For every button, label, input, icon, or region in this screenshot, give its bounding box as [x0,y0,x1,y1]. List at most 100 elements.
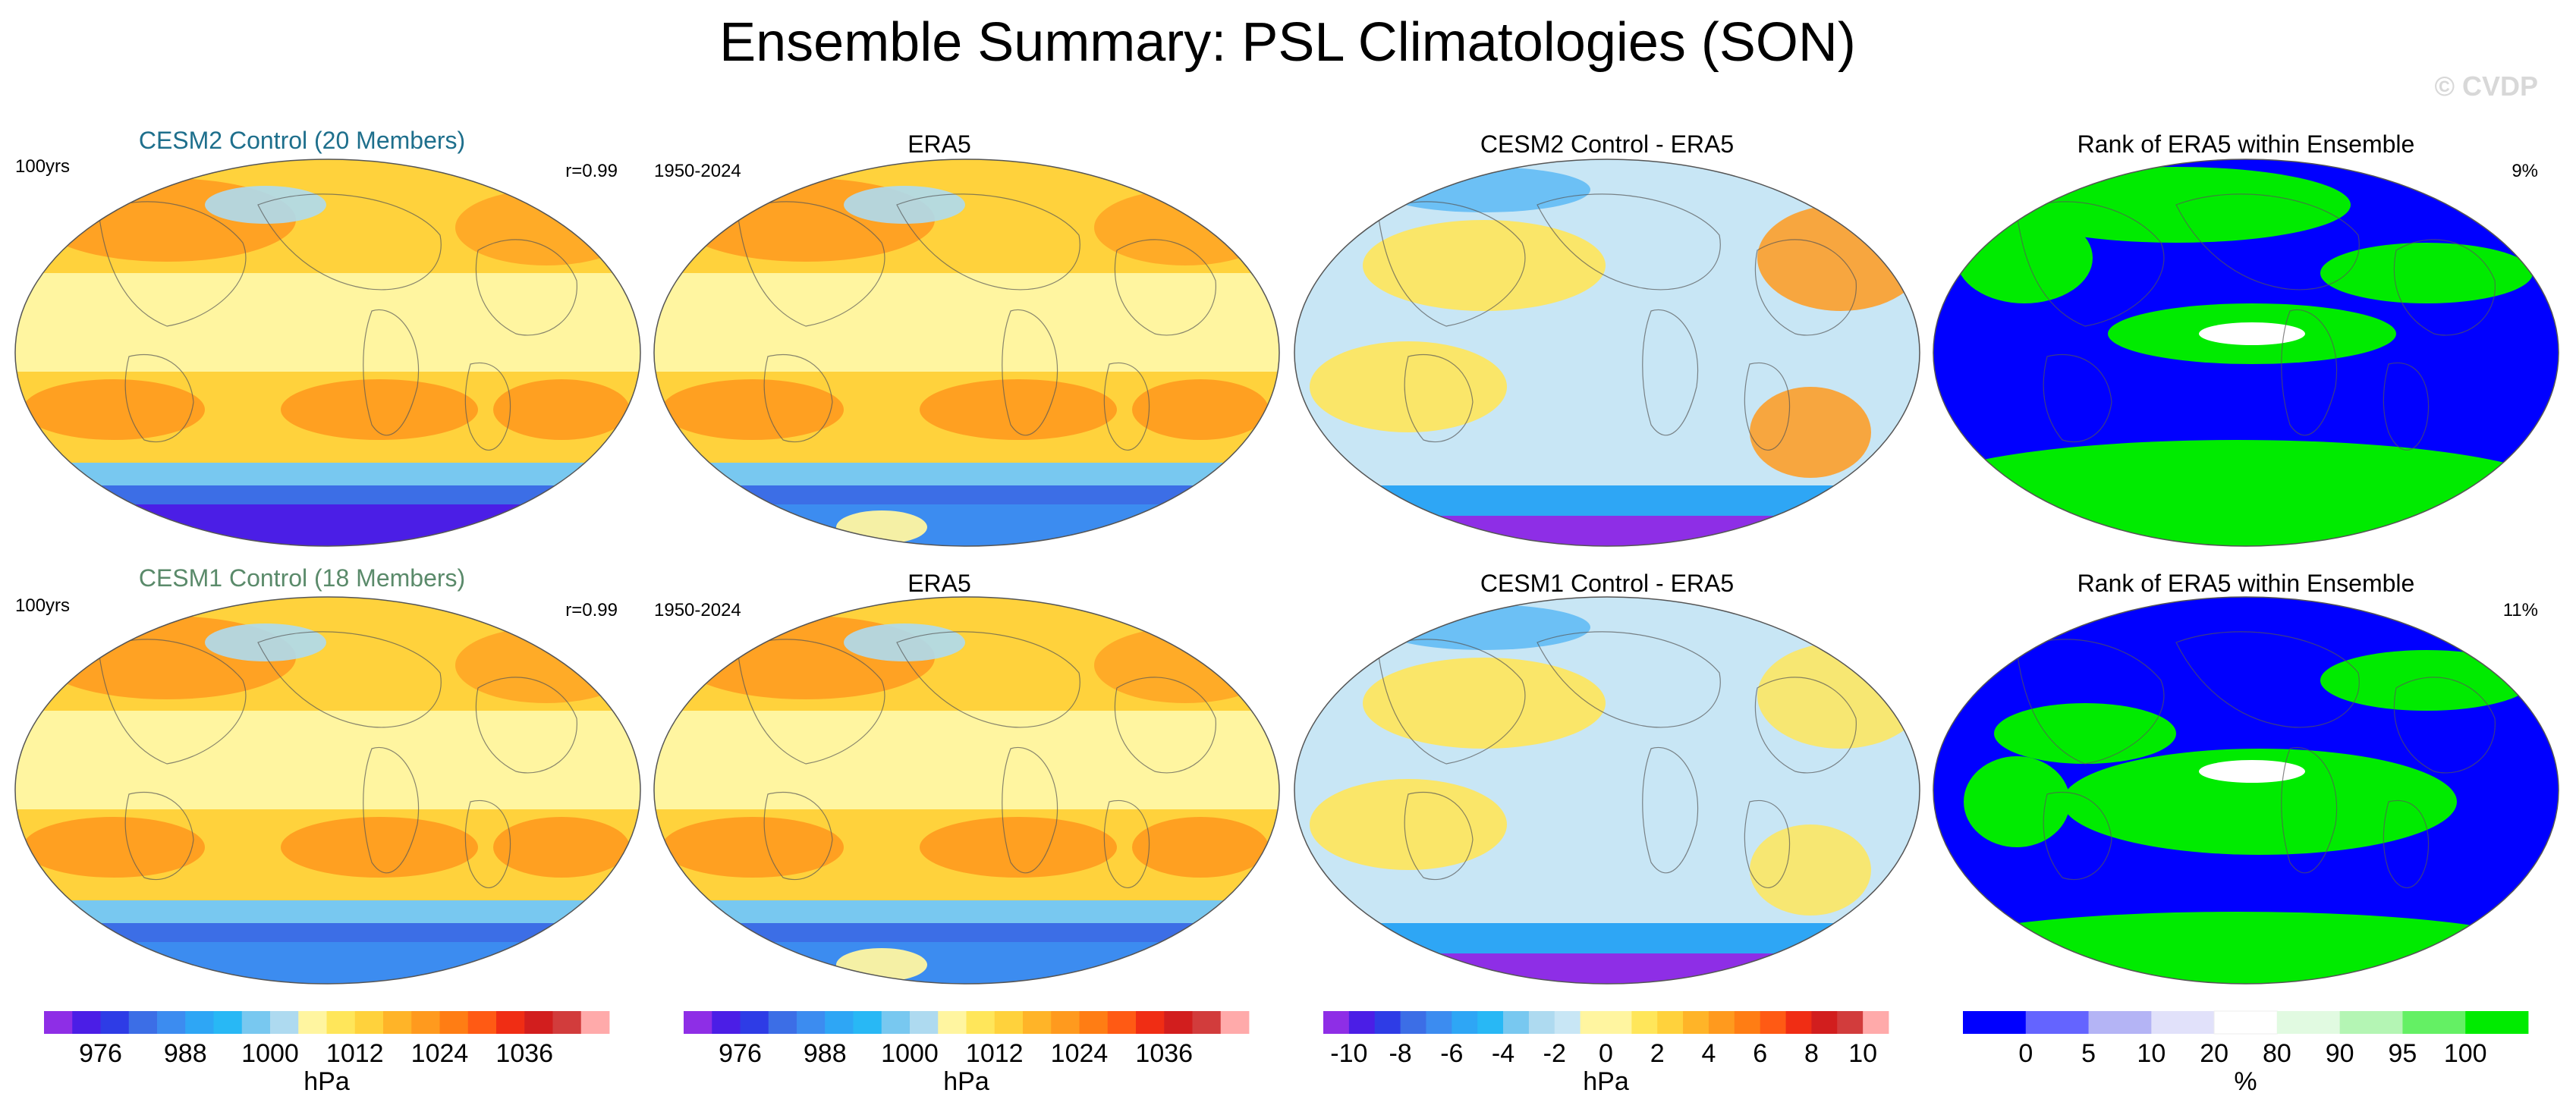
colorbar-rank: 0 5 10 20 80 90 95 100% [1963,1010,2529,1096]
indian-anomaly [1310,779,1507,870]
row1-rank-percent: 9% [2512,161,2538,181]
colorbar-tick-label: 1012 [326,1039,384,1068]
colorbar-swatch [100,1011,130,1034]
coastline [1002,746,1058,874]
colorbar-tick-label: 20 [2200,1039,2228,1068]
colorbar-tick-label: -4 [1492,1039,1514,1068]
colorbar-swatch [552,1011,582,1034]
coastline [363,309,420,436]
colorbar-tick-label: 100 [2444,1039,2487,1068]
colorbar-swatch [1136,1011,1165,1034]
colorbar-swatch [1079,1011,1109,1034]
row2-obs-years: 1950-2024 [654,600,741,620]
coastline [2175,631,2360,728]
colorbar-swatch [524,1011,553,1034]
arctic-anomaly [1378,605,1590,650]
coastline [2393,239,2496,336]
colorbar-swatch [994,1011,1024,1034]
colorbar-swatch [2025,1011,2089,1034]
row1-obs-years: 1950-2024 [654,161,741,181]
row2-correlation: r=0.99 [565,600,618,620]
map-field [15,597,640,984]
row-2: CESM1 Control (18 Members) 100yrs r=0.99… [14,564,2559,985]
figure-title: Ensemble Summary: PSL Climatologies (SON… [719,12,1856,73]
colorbar-swatch [1192,1011,1222,1034]
colorbar-swatch [881,1011,911,1034]
colorbar-swatch [1580,1011,1606,1034]
colorbar-swatch [2151,1011,2215,1034]
row-1: CESM2 Control (20 Members) 100yrs r=0.99… [14,127,2559,547]
row1-obs-map [653,159,1280,547]
colorbar-tick-label: 1024 [411,1039,469,1068]
coastline [1103,799,1150,888]
tropical-band [654,273,1279,372]
coastline [1744,799,1791,888]
colorbar-swatch [326,1011,356,1034]
row2-rank-percent: 11% [2503,600,2538,620]
colorbar-swatch [938,1011,967,1034]
map-field [1933,597,2559,984]
colorbar-tick-label: 80 [2263,1039,2291,1068]
tropical-band [15,711,640,809]
coastline [98,201,247,327]
colorbar-swatch [411,1011,440,1034]
colorbar-swatch [157,1011,186,1034]
row2-rank-title: Rank of ERA5 within Ensemble [2077,570,2415,597]
atlantic-anomaly [1750,387,1871,478]
row1-model-title: CESM2 Control (20 Members) [139,127,465,154]
coastline [124,353,194,443]
north-high [455,190,637,265]
map-field [1294,159,1920,546]
colorbar-swatch [580,1011,610,1034]
antarctic-anomaly [1294,953,1920,984]
colorbar-swatch [2465,1011,2529,1034]
colorbar-tick-label: 4 [1701,1039,1716,1068]
south-indian-high [23,379,205,440]
colorbar-tick-label: 976 [719,1039,762,1068]
tropical-band [654,711,1279,809]
colorbar-swatch [1863,1011,1889,1034]
indian-anomaly [1310,341,1507,432]
coastline [464,362,511,451]
colorbar-tick-label: 1024 [1051,1039,1109,1068]
map-border [1294,596,1920,985]
row2-obs-map [653,596,1280,985]
colorbar-swatch [383,1011,412,1034]
colorbar-swatch [1785,1011,1812,1034]
map-border [1933,159,2559,547]
colorbar-swatch [185,1011,214,1034]
colorbar-swatch [2402,1011,2466,1034]
colorbar-obs: 976 988 1000 1012 1024 1036 hPa [684,1011,1250,1096]
colorbar-tick-label: 2 [1650,1039,1665,1068]
southern-band-1 [654,900,1279,923]
colorbar-tick-label: 1000 [881,1039,939,1068]
north-high [1094,627,1276,703]
colorbar-swatch [2213,1010,2278,1035]
coastline [2383,362,2430,451]
row2-model-title: CESM1 Control (18 Members) [139,564,465,592]
coastline [737,201,885,327]
colorbar-swatch [1452,1011,1478,1034]
row2-obs-title: ERA5 [907,570,971,597]
colorbar-unit-label: hPa [304,1067,350,1096]
colorbar-swatch [1631,1011,1658,1034]
coastline [475,239,577,336]
colorbar-unit-label: hPa [943,1067,989,1096]
colorbar-tick-label: 0 [1599,1039,1613,1068]
north-high [1094,190,1276,265]
coastline [1114,239,1216,336]
row1-rank-title: Rank of ERA5 within Ensemble [2077,130,2415,158]
coastline [2393,677,2496,774]
rank-high-region [1933,912,2556,984]
south-atlantic-high [493,379,630,440]
coastline [124,791,194,881]
colorbar-tick-label: -6 [1440,1039,1463,1068]
rank-mid-region [2199,322,2305,345]
coastline [1642,746,1699,874]
coastline [1536,631,1721,728]
colorbar-tick-label: 1036 [1135,1039,1193,1068]
colorbar-swatch [2339,1011,2403,1034]
colorbar-swatch [1734,1011,1761,1034]
coastline [1536,193,1721,291]
colorbar-tick-label: 8 [1804,1039,1819,1068]
